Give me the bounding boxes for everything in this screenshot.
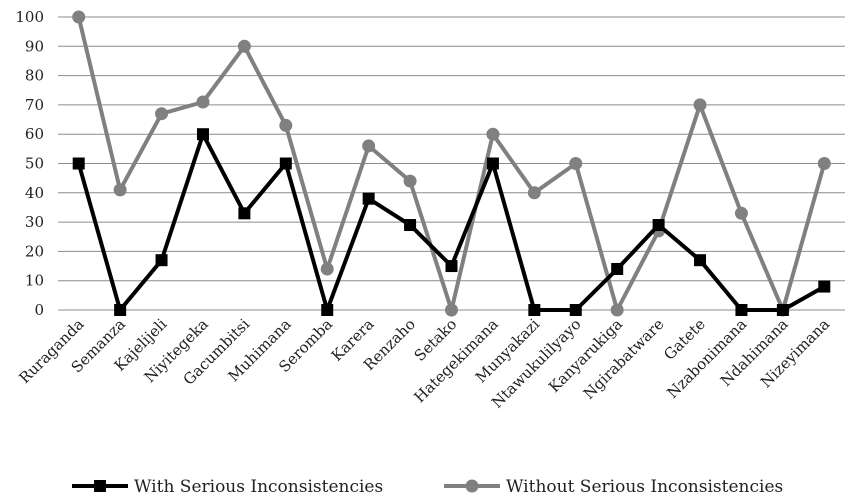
data-point — [817, 157, 831, 170]
y-tick-label: 0 — [34, 301, 44, 319]
y-tick-label: 20 — [25, 242, 44, 260]
data-point — [72, 157, 85, 170]
legend-label: Without Serious Inconsistencies — [506, 477, 783, 497]
data-point — [155, 254, 168, 267]
data-point — [155, 107, 169, 121]
data-point — [486, 157, 499, 170]
data-point — [610, 303, 624, 317]
data-point — [776, 304, 789, 316]
data-point — [734, 206, 748, 220]
y-tick-label: 50 — [25, 155, 44, 173]
legend-label: With Serious Inconsistencies — [134, 477, 383, 497]
data-point — [569, 157, 583, 170]
data-point — [320, 262, 334, 276]
data-point — [403, 174, 417, 188]
y-tick-label: 100 — [15, 8, 44, 26]
data-point — [279, 118, 293, 132]
data-point — [404, 219, 417, 232]
data-point — [527, 186, 541, 200]
y-tick-label: 90 — [25, 37, 44, 55]
y-axis-ticks: 0 10 20 30 40 50 60 70 80 90 100 — [15, 8, 44, 319]
y-tick-label: 40 — [25, 184, 44, 202]
y-tick-label: 80 — [25, 67, 44, 85]
data-point — [196, 95, 210, 109]
data-point — [114, 304, 127, 316]
data-point — [279, 157, 292, 170]
x-category-label: Ruraganda — [16, 315, 88, 387]
x-axis-labels: RuragandaSemanzaKajelijeliNiyitegekaGacu… — [16, 315, 834, 412]
data-point — [445, 260, 458, 273]
data-point — [693, 98, 707, 112]
legend-marker — [94, 480, 106, 492]
data-point — [652, 219, 665, 232]
data-point — [611, 262, 624, 275]
y-tick-label: 60 — [25, 125, 44, 143]
data-point — [362, 139, 376, 153]
data-point — [362, 192, 375, 205]
data-point — [196, 128, 209, 141]
data-point — [694, 254, 707, 267]
data-point — [321, 304, 334, 316]
data-point — [72, 10, 86, 24]
data-point — [113, 183, 127, 197]
data-point — [569, 304, 582, 316]
data-point — [238, 207, 251, 220]
y-tick-label: 70 — [25, 96, 44, 114]
y-tick-label: 10 — [25, 272, 44, 290]
data-point — [237, 39, 251, 53]
data-point — [486, 127, 500, 141]
series-group — [72, 10, 831, 318]
data-point — [818, 280, 831, 293]
legend: With Serious Inconsistencies Without Seri… — [72, 477, 783, 497]
legend-marker — [465, 479, 479, 493]
data-point — [528, 304, 541, 316]
y-tick-label: 30 — [25, 213, 44, 231]
data-point — [445, 303, 458, 317]
gridlines — [58, 16, 845, 311]
data-point — [735, 304, 748, 316]
